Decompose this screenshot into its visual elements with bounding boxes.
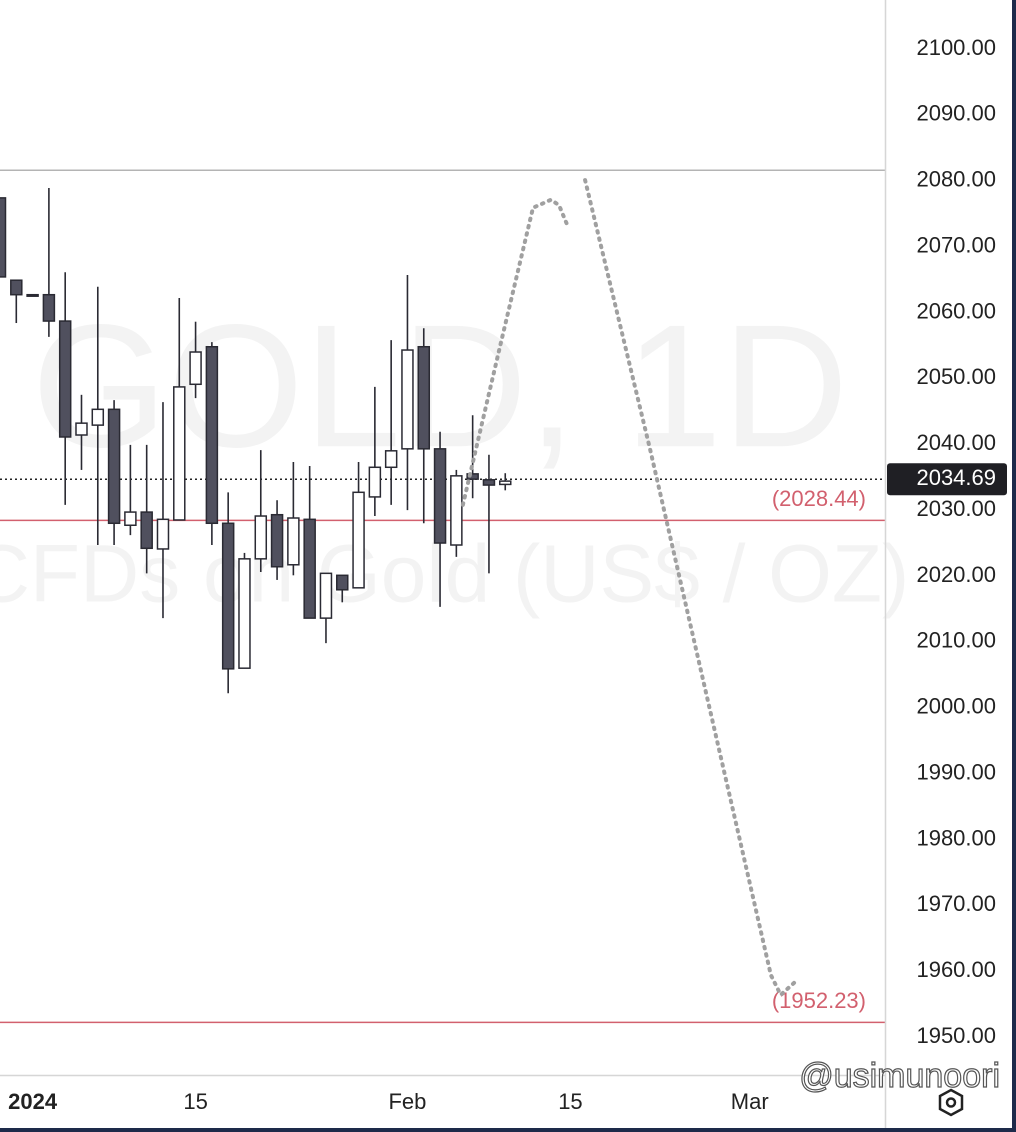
candle-body xyxy=(433,448,447,544)
y-tick-label: 2060.00 xyxy=(916,298,996,323)
y-tick-label: 2030.00 xyxy=(916,496,996,521)
candle-body xyxy=(140,511,153,550)
candle-body xyxy=(124,511,137,526)
frame-bottom xyxy=(0,1128,1016,1132)
candle-body xyxy=(368,466,382,498)
candle-body xyxy=(466,473,479,480)
settings-icon-center xyxy=(945,1097,957,1108)
candle-body xyxy=(42,293,56,322)
candle-body xyxy=(189,351,202,386)
current-price-label: 2034.69 xyxy=(916,465,996,490)
candle-body xyxy=(384,450,398,469)
candle-body xyxy=(270,513,284,568)
x-tick-label: 15 xyxy=(558,1089,582,1114)
y-tick-label: 1980.00 xyxy=(916,825,996,850)
candle-body xyxy=(221,522,235,670)
credit: @usimunoori xyxy=(799,1057,1000,1095)
candle-body xyxy=(336,574,349,591)
settings-icon[interactable] xyxy=(938,1088,964,1117)
x-tick-label: 2024 xyxy=(8,1089,58,1114)
x-tick-label: 15 xyxy=(183,1089,207,1114)
candle-body xyxy=(498,480,512,486)
x-tick-label: Feb xyxy=(388,1089,426,1114)
candle-body xyxy=(238,558,251,669)
projection-path xyxy=(460,178,798,999)
frame-right xyxy=(1012,0,1016,1132)
candle-body xyxy=(91,408,105,426)
candle-body xyxy=(254,515,268,560)
watermark: GOLD, 1D CFDs on Gold (US$ / OZ) xyxy=(0,289,909,619)
candle-body xyxy=(0,197,7,278)
candle-body xyxy=(401,349,414,450)
candle-body xyxy=(319,572,333,619)
y-tick-label: 2080.00 xyxy=(916,167,996,192)
y-tick-label: 2090.00 xyxy=(916,101,996,126)
current-price-badge xyxy=(887,463,1007,496)
y-tick-label: 2040.00 xyxy=(916,430,996,455)
y-tick-label: 1950.00 xyxy=(916,1023,996,1048)
y-tick-label: 2020.00 xyxy=(916,562,996,587)
y-tick-label: 1990.00 xyxy=(916,759,996,784)
candle-body xyxy=(75,422,88,436)
candle-body xyxy=(303,518,316,619)
y-tick-label: 1970.00 xyxy=(916,891,996,916)
candle-body xyxy=(450,475,463,546)
candle-body xyxy=(10,279,23,296)
price-line-label: (1952.23) xyxy=(772,988,866,1013)
y-tick-label: 2070.00 xyxy=(916,232,996,257)
candle-body xyxy=(58,320,72,438)
y-tick-label: 2000.00 xyxy=(916,694,996,719)
candle-body xyxy=(417,345,431,450)
y-tick-label: 2100.00 xyxy=(916,35,996,60)
candle-body xyxy=(107,408,121,525)
candle-body xyxy=(352,491,365,589)
y-tick-label: 2010.00 xyxy=(916,628,996,653)
candle-body xyxy=(287,517,300,566)
candle-body xyxy=(482,479,496,486)
candle-body xyxy=(205,345,219,525)
candle-body xyxy=(26,293,39,297)
y-tick-label: 1960.00 xyxy=(916,957,996,982)
price-line-label: (2028.44) xyxy=(772,486,866,511)
x-tick-label: Mar xyxy=(731,1089,769,1114)
candle-body xyxy=(173,386,186,521)
y-tick-label: 2050.00 xyxy=(916,364,996,389)
candle-body xyxy=(156,518,170,550)
